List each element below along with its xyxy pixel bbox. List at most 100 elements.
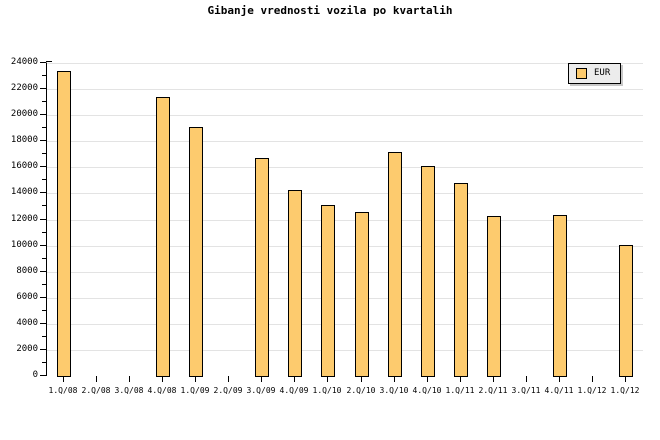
legend-label-eur: EUR	[594, 68, 611, 78]
y-tick-minor	[42, 336, 46, 337]
y-tick-minor	[42, 101, 46, 102]
bar[interactable]	[421, 166, 435, 377]
y-tick-major	[40, 271, 46, 272]
y-tick-minor	[42, 310, 46, 311]
gridline	[47, 115, 643, 116]
y-tick-minor	[42, 205, 46, 206]
y-tick-label: 24000	[10, 57, 38, 67]
x-tick-label: 3.Q/10	[379, 386, 409, 395]
y-tick-label: 10000	[10, 240, 38, 250]
x-tick-label: 1.Q/11	[445, 386, 475, 395]
y-tick-minor	[42, 258, 46, 259]
x-tick-label: 1.Q/10	[312, 386, 342, 395]
bar[interactable]	[255, 158, 269, 377]
x-tick	[493, 376, 494, 382]
bar[interactable]	[619, 245, 633, 377]
x-tick	[592, 376, 593, 382]
x-tick	[63, 376, 64, 382]
legend[interactable]: EUR	[568, 63, 622, 84]
y-tick-major	[40, 192, 46, 193]
y-tick-major	[40, 140, 46, 141]
y-tick-major	[40, 349, 46, 350]
bar[interactable]	[553, 215, 567, 377]
y-tick-major	[40, 114, 46, 115]
y-tick-label: 2000	[16, 344, 38, 354]
gridline	[47, 167, 643, 168]
y-tick-major	[40, 323, 46, 324]
x-tick-label: 4.Q/09	[279, 386, 309, 395]
y-tick-minor	[42, 232, 46, 233]
x-tick	[625, 376, 626, 382]
y-tick-label: 22000	[10, 83, 38, 93]
bar[interactable]	[355, 212, 369, 377]
bar[interactable]	[454, 183, 468, 377]
bar[interactable]	[288, 190, 302, 377]
x-tick	[162, 376, 163, 382]
x-tick-label: 3.Q/11	[511, 386, 541, 395]
chart-title: Gibanje vrednosti vozila po kvartalih	[207, 4, 453, 17]
y-tick-major	[40, 297, 46, 298]
y-tick-label: 20000	[10, 109, 38, 119]
x-tick-label: 2.Q/10	[346, 386, 376, 395]
y-tick-label: 12000	[10, 214, 38, 224]
gridline	[47, 89, 643, 90]
y-tick-minor	[42, 127, 46, 128]
x-tick	[294, 376, 295, 382]
x-tick-label: 2.Q/09	[213, 386, 243, 395]
x-tick	[427, 376, 428, 382]
y-tick-label: 16000	[10, 161, 38, 171]
x-tick	[327, 376, 328, 382]
gridline	[47, 141, 643, 142]
bar[interactable]	[487, 216, 501, 377]
x-tick-label: 1.Q/12	[610, 386, 640, 395]
x-tick-label: 2.Q/11	[478, 386, 508, 395]
y-tick-label: 4000	[16, 318, 38, 328]
bar[interactable]	[156, 97, 170, 377]
x-tick	[195, 376, 196, 382]
x-tick	[361, 376, 362, 382]
y-tick-minor	[42, 362, 46, 363]
x-tick	[559, 376, 560, 382]
legend-swatch-eur	[576, 68, 587, 79]
y-tick-major	[40, 219, 46, 220]
x-tick-label: 3.Q/08	[114, 386, 144, 395]
x-tick	[526, 376, 527, 382]
x-tick-label: 1.Q/12	[577, 386, 607, 395]
x-tick	[129, 376, 130, 382]
bar[interactable]	[57, 71, 71, 377]
y-tick-major	[40, 88, 46, 89]
y-tick-minor	[42, 284, 46, 285]
gridline	[47, 193, 643, 194]
y-tick-label: 14000	[10, 187, 38, 197]
y-tick-label: 6000	[16, 292, 38, 302]
x-tick-label: 1.Q/08	[48, 386, 78, 395]
y-tick-label: 18000	[10, 135, 38, 145]
y-axis-tick-labels: 0 2000 4000 6000 8000 10000 12000 14000 16000 180…	[0, 0, 38, 440]
y-tick-minor	[42, 153, 46, 154]
y-tick-label: 0	[32, 370, 38, 380]
x-tick-label: 3.Q/09	[246, 386, 276, 395]
y-tick-major	[40, 166, 46, 167]
y-axis-top-cap	[46, 61, 52, 62]
y-tick-minor	[42, 179, 46, 180]
plot-area	[46, 62, 643, 377]
y-tick-major	[40, 245, 46, 246]
x-tick-label: 4.Q/08	[147, 386, 177, 395]
y-tick-major	[40, 62, 46, 63]
bar[interactable]	[388, 152, 402, 377]
y-tick-label: 8000	[16, 266, 38, 276]
x-tick	[96, 376, 97, 382]
bar[interactable]	[189, 127, 203, 377]
x-tick-label: 2.Q/08	[81, 386, 111, 395]
x-tick-label: 1.Q/09	[180, 386, 210, 395]
x-tick	[261, 376, 262, 382]
y-tick-major	[40, 375, 46, 376]
y-tick-minor	[42, 75, 46, 76]
x-tick-label: 4.Q/10	[412, 386, 442, 395]
x-tick-label: 4.Q/11	[544, 386, 574, 395]
bar[interactable]	[321, 205, 335, 377]
x-tick	[394, 376, 395, 382]
gridline	[47, 63, 643, 64]
x-tick	[460, 376, 461, 382]
